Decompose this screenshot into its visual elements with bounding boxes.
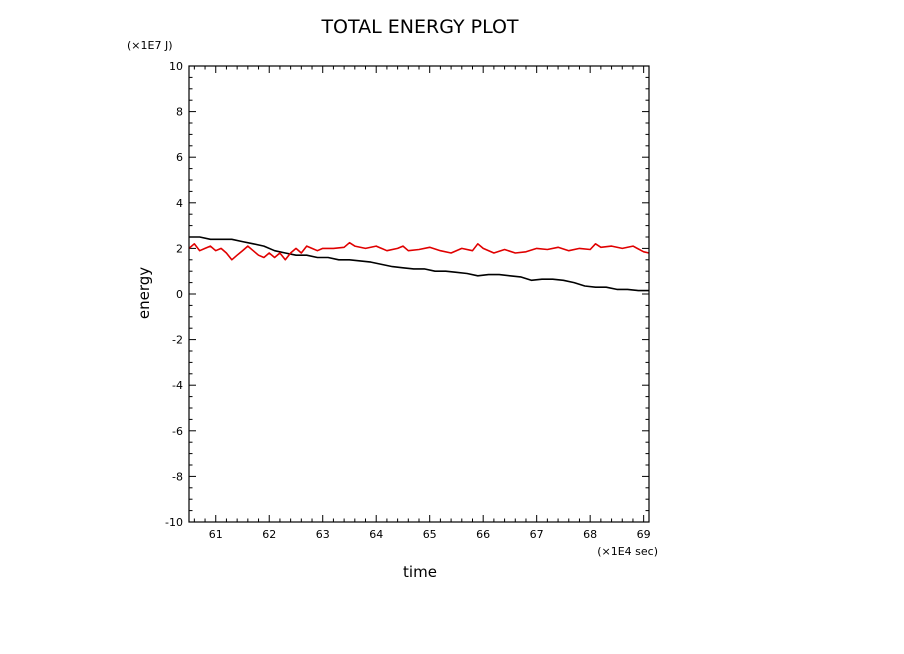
y-tick-label: 2 — [176, 242, 183, 255]
series-group — [188, 236, 650, 292]
series-line-2 — [188, 241, 650, 261]
plot-frame — [188, 65, 650, 523]
y-unit-label: (×1E7 J) — [127, 39, 173, 52]
y-tick-label: -4 — [172, 379, 183, 392]
x-tick-label: 63 — [316, 528, 330, 541]
x-tick-label: 64 — [369, 528, 383, 541]
y-tick-label: -8 — [172, 470, 183, 483]
x-tick-label: 62 — [262, 528, 276, 541]
y-tick-label: 8 — [176, 106, 183, 119]
y-tick-label: 10 — [169, 60, 183, 73]
x-tick-label: 68 — [583, 528, 597, 541]
x-tick-label: 66 — [476, 528, 490, 541]
y-tick-label: -2 — [172, 334, 183, 347]
x-unit-label: (×1E4 sec) — [597, 545, 658, 558]
y-tick-label: -6 — [172, 425, 183, 438]
series-line-1 — [189, 236, 649, 292]
x-axis-label: time — [403, 563, 437, 581]
chart-title: TOTAL ENERGY PLOT — [320, 16, 518, 38]
x-tick-label: 67 — [530, 528, 544, 541]
y-tick-label: -10 — [165, 516, 183, 529]
y-tick-label: 4 — [176, 197, 183, 210]
y-tick-label: 6 — [176, 151, 183, 164]
y-tick-label: 0 — [176, 288, 183, 301]
x-tick-label: 61 — [209, 528, 223, 541]
x-tick-label: 69 — [637, 528, 651, 541]
y-axis-label: energy — [135, 267, 153, 319]
x-tick-label: 65 — [423, 528, 437, 541]
